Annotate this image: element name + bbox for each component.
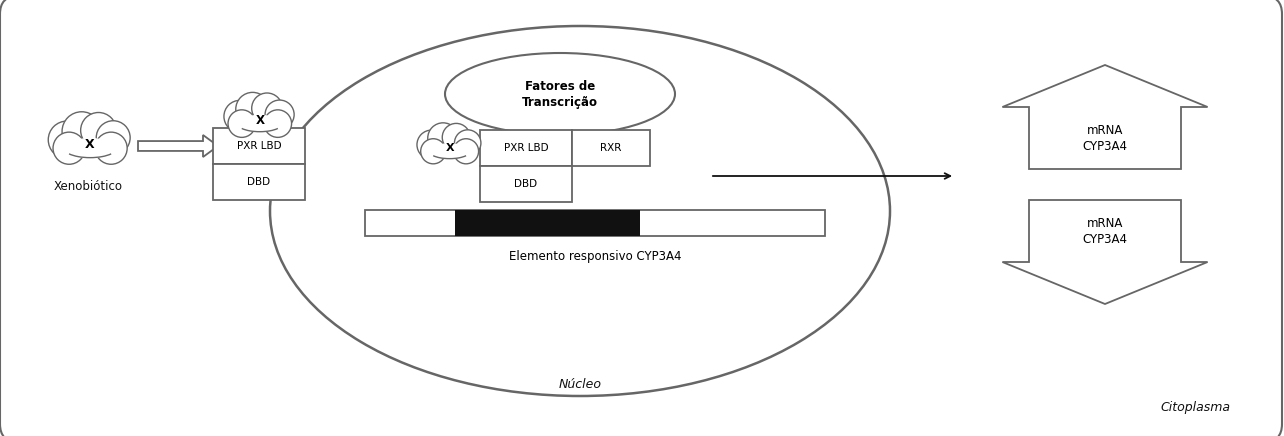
Circle shape (442, 123, 470, 151)
Text: X: X (446, 143, 455, 153)
Circle shape (95, 132, 127, 164)
FancyBboxPatch shape (480, 130, 571, 166)
Text: Elemento responsivo CYP3A4: Elemento responsivo CYP3A4 (508, 250, 682, 263)
Circle shape (229, 110, 256, 137)
Circle shape (223, 100, 256, 133)
Text: X: X (256, 113, 265, 126)
Circle shape (96, 121, 130, 155)
Text: X: X (85, 137, 95, 150)
Circle shape (453, 139, 479, 164)
Circle shape (265, 110, 291, 137)
Text: RXR: RXR (601, 143, 621, 153)
FancyBboxPatch shape (213, 128, 306, 164)
Text: DBD: DBD (248, 177, 271, 187)
Circle shape (81, 112, 117, 148)
Ellipse shape (429, 136, 471, 160)
FancyBboxPatch shape (213, 164, 306, 200)
Circle shape (53, 132, 85, 164)
Text: Xenobiótico: Xenobiótico (54, 180, 122, 193)
Ellipse shape (446, 53, 675, 135)
Polygon shape (1003, 65, 1207, 169)
Ellipse shape (64, 139, 117, 158)
Polygon shape (1003, 200, 1207, 304)
Text: Fatores de
Transcrição: Fatores de Transcrição (523, 79, 598, 109)
Circle shape (421, 139, 446, 164)
FancyBboxPatch shape (365, 210, 826, 236)
Circle shape (265, 100, 294, 129)
FancyBboxPatch shape (480, 166, 571, 202)
Text: PXR LBD: PXR LBD (236, 141, 281, 151)
FancyBboxPatch shape (571, 130, 650, 166)
Text: DBD: DBD (515, 179, 538, 189)
Text: mRNA
CYP3A4: mRNA CYP3A4 (1082, 123, 1127, 153)
Polygon shape (137, 135, 218, 157)
Ellipse shape (238, 116, 282, 132)
FancyBboxPatch shape (455, 210, 639, 236)
Circle shape (428, 123, 458, 153)
Text: mRNA
CYP3A4: mRNA CYP3A4 (1082, 217, 1127, 245)
Circle shape (236, 92, 270, 126)
Ellipse shape (429, 144, 470, 159)
Ellipse shape (236, 107, 284, 133)
Ellipse shape (63, 129, 117, 159)
Circle shape (455, 130, 482, 157)
Circle shape (252, 93, 282, 123)
Text: PXR LBD: PXR LBD (503, 143, 548, 153)
Ellipse shape (270, 26, 890, 396)
Circle shape (49, 121, 86, 159)
Text: Citoplasma: Citoplasma (1159, 401, 1230, 414)
Text: Núcleo: Núcleo (559, 378, 601, 391)
Circle shape (417, 130, 447, 159)
Circle shape (62, 112, 101, 151)
